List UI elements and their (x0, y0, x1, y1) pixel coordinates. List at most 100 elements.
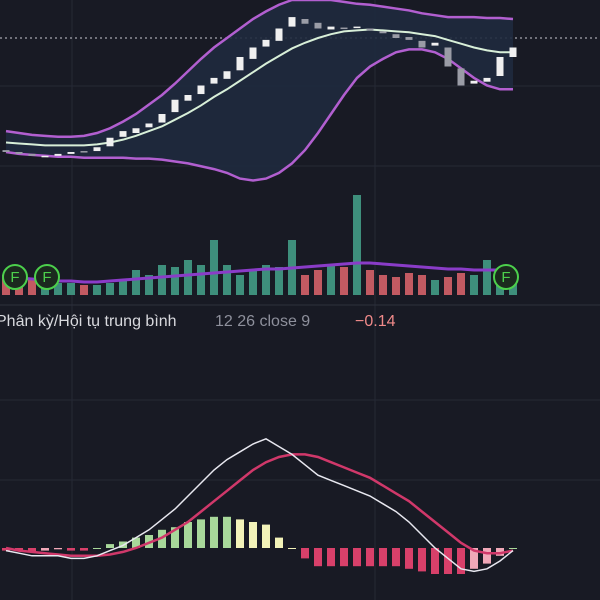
candle (496, 57, 504, 76)
histogram-bar (509, 548, 517, 549)
signal-marker (2, 264, 28, 290)
histogram-bar (405, 548, 413, 569)
volume-bar (197, 265, 205, 295)
volume-bar (392, 277, 400, 295)
volume-bar (132, 270, 140, 295)
candle (132, 128, 140, 133)
histogram-bar (67, 548, 75, 551)
volume-bar (353, 195, 361, 295)
candle (158, 114, 166, 123)
signal-marker-label: F (10, 269, 19, 286)
volume-bar (275, 267, 283, 295)
histogram-bar (236, 519, 244, 548)
middle-band (5, 28, 513, 147)
histogram-bar (301, 548, 309, 559)
candle (457, 68, 465, 86)
candle (210, 77, 218, 84)
candle (483, 77, 491, 82)
histogram-bar (314, 548, 322, 567)
candle (54, 153, 62, 156)
candle (392, 34, 400, 38)
candle (145, 123, 153, 128)
histogram-bar (353, 548, 361, 567)
volume-bar (249, 270, 257, 295)
candle (288, 17, 296, 27)
candle (67, 152, 75, 154)
candle (314, 22, 322, 29)
candle (41, 155, 49, 158)
candle (431, 42, 439, 46)
histogram-bar (262, 524, 270, 548)
histogram-bar (41, 548, 49, 551)
candle (223, 71, 231, 79)
histogram-bar (366, 548, 374, 567)
candle (262, 39, 270, 47)
candle (340, 27, 348, 30)
candle (28, 153, 36, 156)
histogram-bar (392, 548, 400, 567)
candle (15, 152, 23, 154)
candle (236, 57, 244, 71)
signal-marker (34, 264, 60, 290)
volume-bar (171, 267, 179, 295)
volume-bar (28, 280, 36, 295)
lower-band (5, 48, 513, 182)
volume-bar (340, 267, 348, 295)
candle (93, 147, 101, 152)
histogram-bar (106, 544, 114, 548)
volume-bar (405, 273, 413, 295)
volume-bar (106, 283, 114, 295)
candle (509, 47, 517, 57)
candle (249, 47, 257, 59)
volume-bar (366, 270, 374, 295)
macd-line (5, 437, 514, 573)
volume-bar (210, 240, 218, 295)
volume-bar (145, 275, 153, 295)
volume-bar (93, 285, 101, 295)
volume-bar (457, 273, 465, 295)
indicator-title: Phân kỳ/Hội tụ trung bình (0, 313, 177, 330)
signal-line (5, 453, 514, 558)
signal-marker-label: F (501, 269, 510, 286)
histogram-bar (327, 548, 335, 567)
histogram-bar (457, 548, 465, 574)
histogram-bar (184, 522, 192, 548)
candle (2, 150, 10, 152)
histogram-bar (210, 516, 218, 548)
volume-bar (80, 285, 88, 295)
candle (106, 137, 114, 147)
candle (275, 28, 283, 41)
volume-bar (314, 270, 322, 295)
histogram-bar (483, 548, 491, 564)
volume-bar (431, 280, 439, 295)
histogram-bar (288, 548, 296, 549)
candle (327, 26, 335, 30)
candle (444, 47, 452, 67)
volume-bar (223, 265, 231, 295)
volume-bar (470, 275, 478, 295)
histogram-bar (444, 548, 452, 574)
candle (379, 31, 387, 34)
indicator-value: −0.14 (355, 313, 396, 330)
volume-bar (301, 275, 309, 295)
volume-bar (54, 283, 62, 295)
candle (301, 19, 309, 24)
volume-bar (184, 260, 192, 295)
histogram-bar (80, 548, 88, 551)
histogram-bar (379, 548, 387, 567)
candle (119, 131, 127, 137)
histogram-bar (340, 548, 348, 567)
volume-bar (379, 275, 387, 295)
volume-bar (483, 260, 491, 295)
histogram-bar (93, 548, 101, 549)
histogram-bar (249, 522, 257, 548)
indicator-params: 12 26 close 9 (215, 313, 310, 330)
volume-bar (327, 265, 335, 295)
histogram-bar (470, 548, 478, 569)
volume-ma (5, 261, 514, 284)
histogram-bar (197, 519, 205, 548)
band-fill (6, 0, 513, 181)
histogram-bar (496, 548, 504, 556)
